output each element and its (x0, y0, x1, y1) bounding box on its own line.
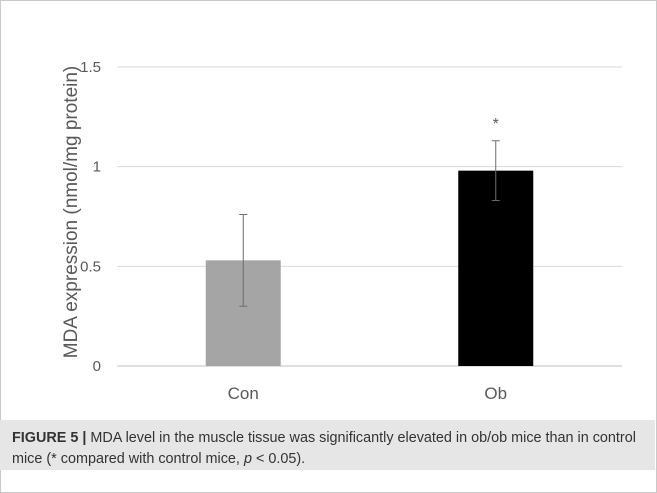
error-bars (239, 140, 500, 307)
y-tick-label: 1.5 (80, 59, 101, 76)
significance-marker: * (493, 116, 499, 133)
caption-p-value: < 0.05). (251, 451, 306, 467)
caption-box: FIGURE 5 | MDA level in the muscle tissu… (0, 420, 655, 470)
figure-caption: FIGURE 5 | MDA level in the muscle tissu… (12, 428, 648, 470)
x-tick-labels: Con Ob (228, 384, 507, 403)
caption-label: FIGURE 5 | (12, 430, 87, 446)
bars (205, 170, 534, 366)
x-tick-label: Ob (484, 384, 507, 403)
y-axis-label: MDA expression (nmol/mg protein) (61, 66, 82, 359)
gridlines (117, 66, 622, 367)
annotations: * (493, 116, 499, 133)
bar-chart: * 0 0.5 1 1.5 Con Ob MDA expression (nmol/mg… (61, 59, 622, 403)
caption-p-symbol: p (243, 451, 252, 467)
y-tick-label: 0.5 (80, 258, 101, 275)
bar-ob (458, 170, 534, 366)
y-tick-label: 0 (93, 358, 101, 375)
caption-text: MDA level in the muscle tissue was signi… (12, 430, 636, 467)
y-tick-labels: 0 0.5 1 1.5 (80, 59, 101, 375)
y-tick-label: 1 (93, 159, 101, 176)
x-tick-label: Con (228, 384, 259, 403)
